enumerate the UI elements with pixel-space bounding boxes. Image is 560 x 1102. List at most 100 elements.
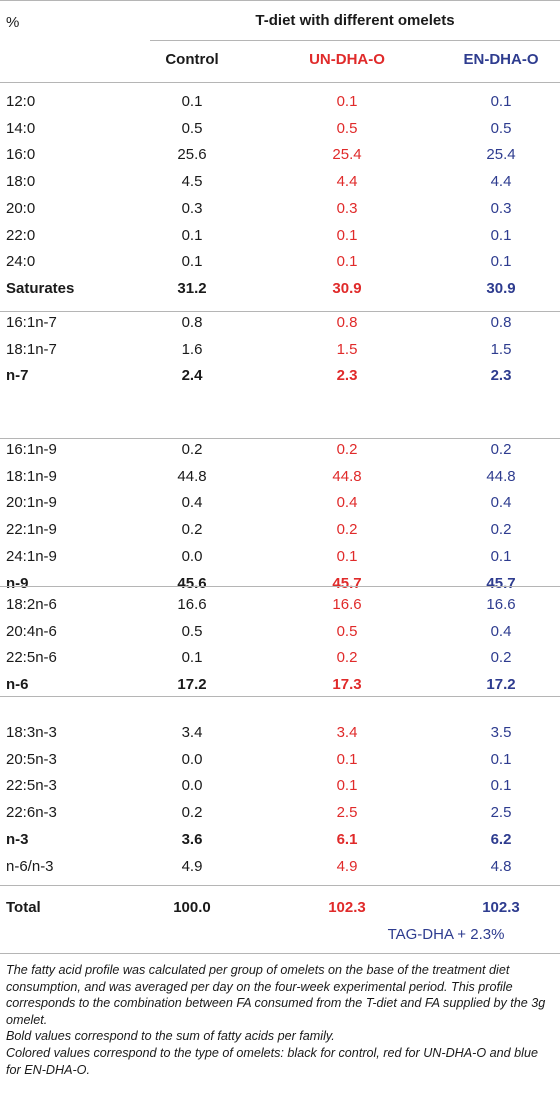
row-label: 16:1n-7 bbox=[6, 314, 57, 331]
row-value: 16.6 bbox=[177, 596, 207, 613]
row-value: 0.8 bbox=[490, 314, 512, 331]
row-value: 25.6 bbox=[177, 146, 207, 163]
row-value: 3.6 bbox=[181, 831, 203, 848]
row-label: 18:1n-9 bbox=[6, 468, 57, 485]
row-value: 0.1 bbox=[490, 777, 512, 794]
row-value: 2.5 bbox=[336, 804, 358, 821]
row-value: 2.4 bbox=[181, 367, 203, 384]
row-value: 30.9 bbox=[332, 280, 362, 297]
row-label: 22:0 bbox=[6, 227, 36, 244]
row-value: 0.1 bbox=[490, 227, 512, 244]
row-value: 4.8 bbox=[490, 858, 512, 875]
row-value: 0.2 bbox=[181, 441, 203, 458]
unit-label: % bbox=[6, 14, 20, 31]
row-value: 16.6 bbox=[332, 596, 362, 613]
row-value: 31.2 bbox=[177, 280, 207, 297]
row-value: 25.4 bbox=[486, 146, 516, 163]
row-value: 2.3 bbox=[336, 367, 358, 384]
row-value: 0.2 bbox=[336, 649, 358, 666]
row-label: 18:1n-7 bbox=[6, 341, 57, 358]
bottom-rule bbox=[0, 953, 560, 954]
row-value: 0.0 bbox=[181, 751, 203, 768]
total-value: 102.3 bbox=[482, 899, 520, 916]
row-value: 0.4 bbox=[336, 494, 358, 511]
total-value: 100.0 bbox=[173, 899, 211, 916]
row-value: 0.1 bbox=[336, 777, 358, 794]
total-label: Total bbox=[6, 899, 41, 916]
row-value: 0.1 bbox=[490, 751, 512, 768]
row-value: 0.1 bbox=[181, 227, 203, 244]
row-value: 0.8 bbox=[181, 314, 203, 331]
row-label: 12:0 bbox=[6, 93, 36, 110]
row-value: 0.0 bbox=[181, 777, 203, 794]
row-label: 16:0 bbox=[6, 146, 36, 163]
group-title-rule bbox=[150, 40, 560, 41]
row-value: 44.8 bbox=[486, 468, 516, 485]
row-label: n-3 bbox=[6, 831, 29, 848]
row-value: 0.4 bbox=[490, 494, 512, 511]
row-value: 0.2 bbox=[336, 441, 358, 458]
group-rule bbox=[0, 438, 560, 439]
tag-dha-note: TAG-DHA + 2.3% bbox=[387, 926, 505, 943]
row-value: 0.3 bbox=[336, 200, 358, 217]
column-header-un-dha-o: UN-DHA-O bbox=[309, 51, 385, 68]
row-value: 0.1 bbox=[490, 253, 512, 270]
row-value: 4.4 bbox=[336, 173, 358, 190]
row-label: 18:3n-3 bbox=[6, 724, 57, 741]
row-value: 2.3 bbox=[490, 367, 512, 384]
column-header-control: Control bbox=[165, 51, 219, 68]
group-title: T-diet with different omelets bbox=[255, 12, 455, 29]
row-label: 20:0 bbox=[6, 200, 36, 217]
footnote: Colored values correspond to the type of… bbox=[6, 1045, 538, 1077]
row-value: 3.5 bbox=[490, 724, 512, 741]
row-value: 17.2 bbox=[486, 676, 516, 693]
row-value: 2.5 bbox=[490, 804, 512, 821]
top-rule bbox=[0, 0, 560, 1]
row-value: 4.9 bbox=[181, 858, 203, 875]
row-value: 0.5 bbox=[336, 120, 358, 137]
row-value: 0.2 bbox=[336, 521, 358, 538]
row-value: 44.8 bbox=[332, 468, 362, 485]
row-value: 0.3 bbox=[490, 200, 512, 217]
row-value: 0.5 bbox=[181, 120, 203, 137]
row-label: 20:5n-3 bbox=[6, 751, 57, 768]
row-value: 0.1 bbox=[336, 751, 358, 768]
row-value: 0.1 bbox=[181, 649, 203, 666]
row-value: 0.2 bbox=[181, 521, 203, 538]
row-value: 4.9 bbox=[336, 858, 358, 875]
row-value: 6.1 bbox=[336, 831, 358, 848]
row-label: n-6/n-3 bbox=[6, 858, 54, 875]
group-rule bbox=[0, 696, 560, 697]
row-value: 1.6 bbox=[181, 341, 203, 358]
footnotes: The fatty acid profile was calculated pe… bbox=[6, 962, 556, 1078]
row-value: 4.4 bbox=[490, 173, 512, 190]
row-label: 22:6n-3 bbox=[6, 804, 57, 821]
row-value: 45.7 bbox=[486, 575, 516, 592]
row-label: 16:1n-9 bbox=[6, 441, 57, 458]
row-value: 30.9 bbox=[486, 280, 516, 297]
row-value: 45.6 bbox=[177, 575, 207, 592]
row-label: 22:5n-6 bbox=[6, 649, 57, 666]
row-value: 0.2 bbox=[181, 804, 203, 821]
row-label: 22:1n-9 bbox=[6, 521, 57, 538]
row-value: 17.2 bbox=[177, 676, 207, 693]
row-value: 4.5 bbox=[181, 173, 203, 190]
row-label: Saturates bbox=[6, 280, 75, 297]
group-rule bbox=[0, 311, 560, 312]
row-value: 6.2 bbox=[490, 831, 512, 848]
row-label: 24:1n-9 bbox=[6, 548, 57, 565]
row-value: 17.3 bbox=[332, 676, 362, 693]
row-value: 3.4 bbox=[181, 724, 203, 741]
row-value: 1.5 bbox=[490, 341, 512, 358]
row-value: 1.5 bbox=[336, 341, 358, 358]
row-value: 16.6 bbox=[486, 596, 516, 613]
group-rule bbox=[0, 586, 560, 587]
total-rule bbox=[0, 885, 560, 886]
row-label: 18:2n-6 bbox=[6, 596, 57, 613]
row-label: 14:0 bbox=[6, 120, 36, 137]
footnote: The fatty acid profile was calculated pe… bbox=[6, 963, 546, 1027]
row-value: 0.5 bbox=[181, 623, 203, 640]
row-label: 24:0 bbox=[6, 253, 36, 270]
row-value: 0.4 bbox=[490, 623, 512, 640]
